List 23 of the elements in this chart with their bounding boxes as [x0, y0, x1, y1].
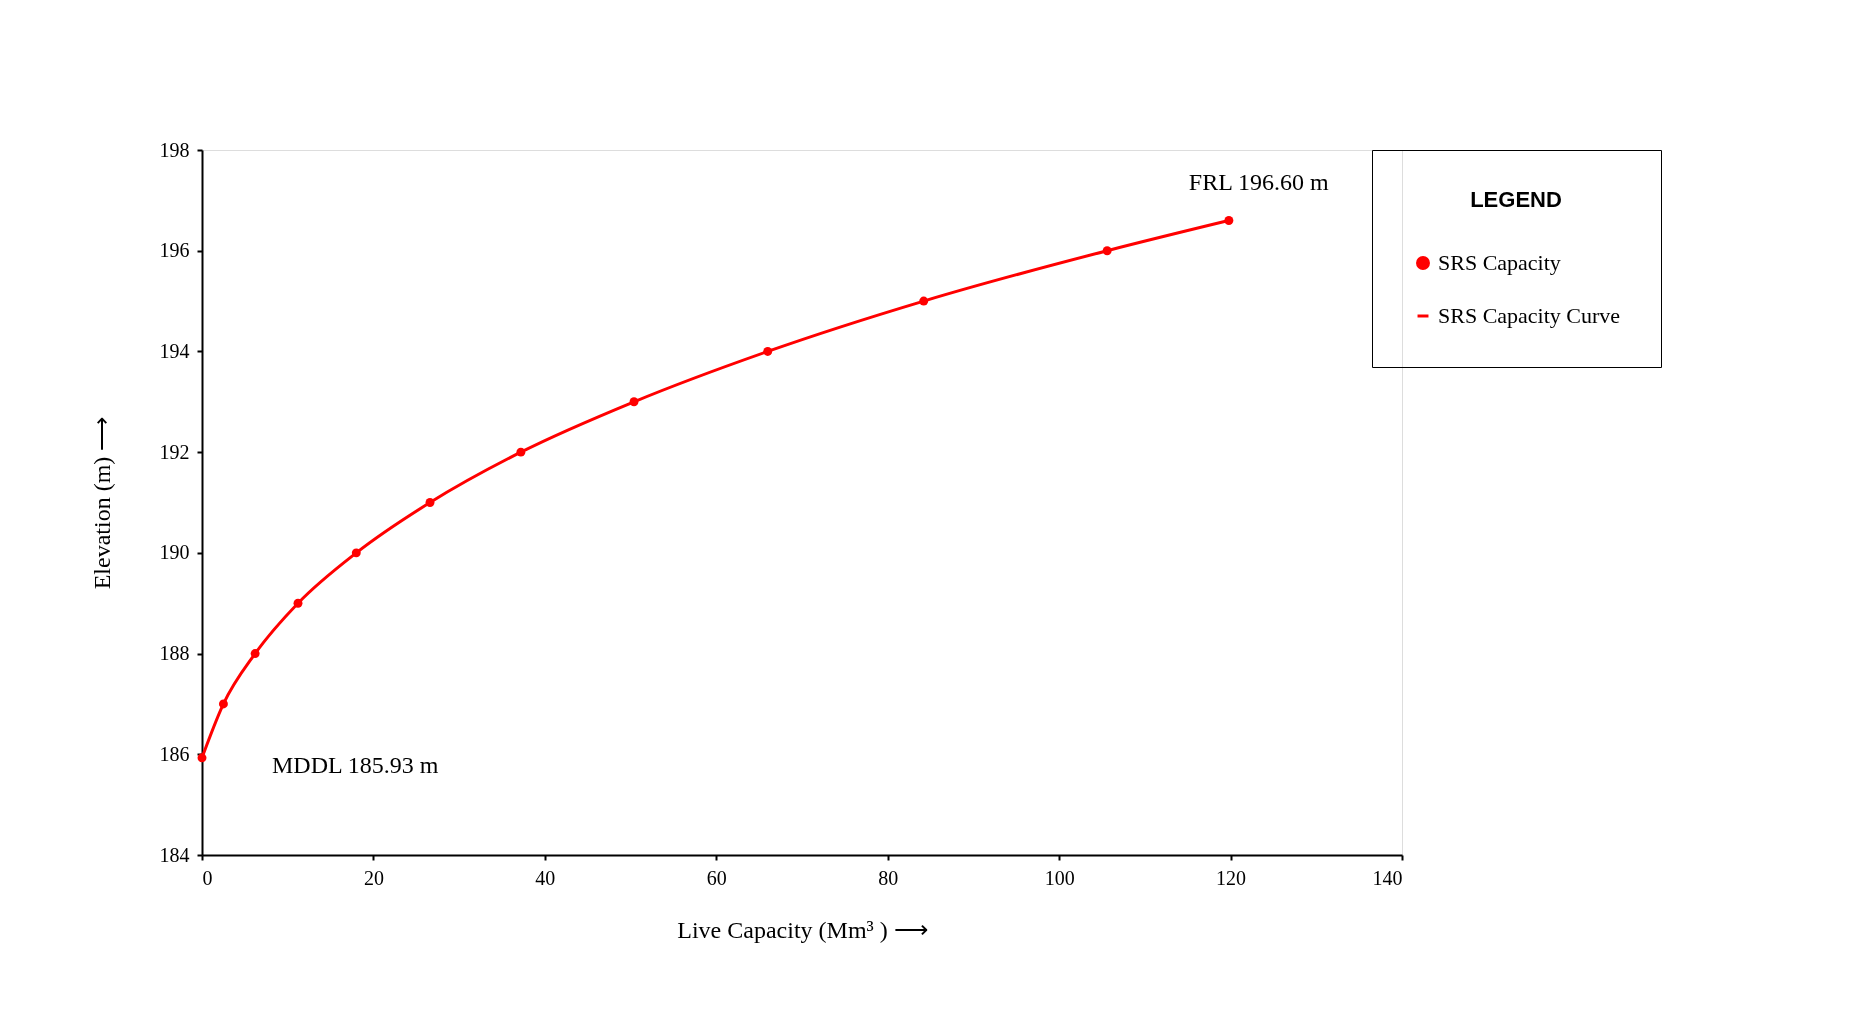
y-tick-label: 192 — [159, 440, 190, 463]
x-tick-label: 140 — [1372, 866, 1403, 889]
legend-title: LEGEND — [1470, 187, 1562, 212]
x-axis-title: Live Capacity (Mm³ ) ⟶ — [677, 916, 928, 943]
y-tick-label: 190 — [159, 541, 190, 564]
x-tick-label: 0 — [202, 866, 213, 889]
x-tick-label: 60 — [706, 866, 727, 889]
y-tick-label: 186 — [159, 742, 190, 765]
y-tick-label: 198 — [159, 138, 190, 161]
x-tick-label: 120 — [1216, 866, 1247, 889]
x-tick-label: 80 — [878, 866, 899, 889]
y-tick-label: 194 — [159, 339, 190, 362]
x-tick-label: 100 — [1044, 866, 1075, 889]
y-tick-label: 196 — [159, 239, 190, 262]
legend-label: SRS Capacity — [1438, 250, 1561, 275]
y-tick-label: 184 — [159, 843, 190, 866]
y-tick-label: 188 — [159, 642, 190, 665]
x-tick-label: 20 — [363, 866, 384, 889]
annotation: MDDL 185.93 m — [272, 751, 439, 778]
legend-label: SRS Capacity Curve — [1438, 303, 1621, 328]
x-tick-label: 40 — [535, 866, 556, 889]
y-axis-title: Elevation (m) ⟶ — [88, 416, 115, 590]
annotation: FRL 196.60 m — [1188, 168, 1329, 195]
